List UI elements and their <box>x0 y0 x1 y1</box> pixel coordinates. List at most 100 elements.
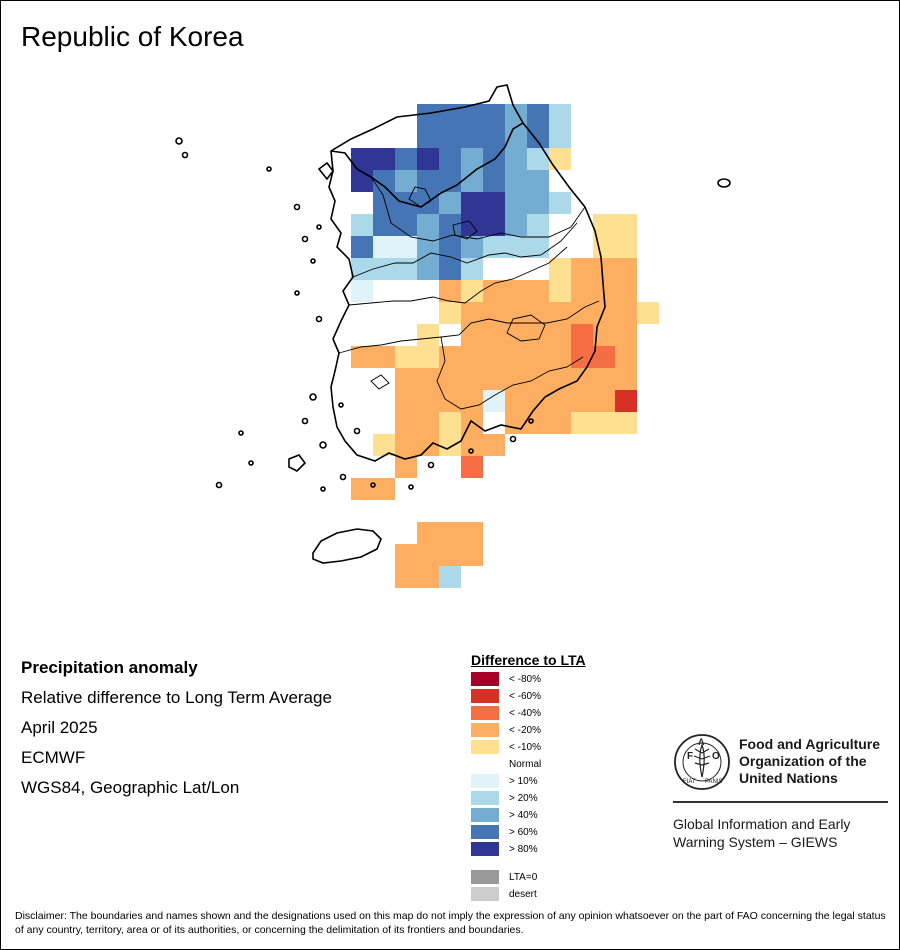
grid-cell <box>527 170 549 192</box>
grid-cell <box>417 324 439 346</box>
legend-label: < -80% <box>509 673 541 685</box>
grid-cell <box>461 148 483 170</box>
legend-label: > 80% <box>509 843 538 855</box>
legend-item: > 80% <box>471 842 538 856</box>
grid-cell <box>461 258 483 280</box>
province-boundary <box>436 336 584 410</box>
grid-cell <box>483 302 505 324</box>
grid-cell <box>593 390 615 412</box>
legend-label: < -20% <box>509 724 541 736</box>
grid-cell <box>549 104 571 126</box>
small-island <box>370 482 376 488</box>
legend-item: < -80% <box>471 672 541 686</box>
grid-cell <box>593 412 615 434</box>
grid-cell <box>615 368 637 390</box>
grid-cell <box>549 412 571 434</box>
grid-cell <box>351 346 373 368</box>
legend-label: < -10% <box>509 741 541 753</box>
small-island <box>319 441 327 449</box>
mainland-coastline <box>328 84 606 462</box>
small-island <box>310 258 316 264</box>
grid-cell <box>439 390 461 412</box>
info-source: ECMWF <box>21 748 86 767</box>
grid-cell <box>373 214 395 236</box>
small-island <box>528 418 534 424</box>
country-outline <box>175 84 731 564</box>
grid-cell <box>549 390 571 412</box>
grid-cell <box>461 544 483 566</box>
grid-cell <box>461 302 483 324</box>
small-island <box>181 151 189 159</box>
grid-cell <box>527 302 549 324</box>
grid-cell <box>549 368 571 390</box>
legend-swatch <box>471 740 499 754</box>
legend-swatch <box>471 870 499 884</box>
svg-text:A: A <box>698 737 705 747</box>
legend-item: Normal <box>471 757 541 771</box>
grid-cell <box>549 192 571 214</box>
province-boundary <box>408 186 432 208</box>
grid-cell <box>571 390 593 412</box>
grid-cell <box>593 258 615 280</box>
legend-swatch <box>471 706 499 720</box>
grid-cell <box>373 434 395 456</box>
fao-logo-icon: F O A FIAT PANIS <box>674 734 730 790</box>
small-island <box>338 402 344 408</box>
grid-cell <box>373 192 395 214</box>
grid-cell <box>395 170 417 192</box>
legend-swatch <box>471 808 499 822</box>
small-island <box>509 435 517 443</box>
grid-cell <box>615 214 637 236</box>
grid-cell <box>439 566 461 588</box>
grid-cell <box>395 346 417 368</box>
grid-cell <box>615 412 637 434</box>
grid-cell <box>527 148 549 170</box>
grid-cell <box>439 148 461 170</box>
grid-cell <box>505 170 527 192</box>
small-island <box>175 137 183 145</box>
grid-cell <box>351 214 373 236</box>
grid-cell <box>395 214 417 236</box>
small-island <box>316 224 322 230</box>
grid-cell <box>373 236 395 258</box>
grid-cell <box>505 412 527 434</box>
grid-cell <box>571 346 593 368</box>
svg-text:F: F <box>687 751 693 762</box>
grid-cell <box>417 148 439 170</box>
grid-cell <box>461 236 483 258</box>
grid-cell <box>615 302 637 324</box>
grid-cell <box>571 412 593 434</box>
legend-label: < -60% <box>509 690 541 702</box>
grid-cell <box>593 214 615 236</box>
grid-cell <box>615 258 637 280</box>
grid-cell <box>571 324 593 346</box>
grid-cell <box>549 258 571 280</box>
grid-cell <box>571 280 593 302</box>
grid-cell <box>417 214 439 236</box>
grid-cell <box>549 346 571 368</box>
grid-cell <box>461 126 483 148</box>
legend-swatch <box>471 672 499 686</box>
small-island <box>238 430 244 436</box>
grid-cell <box>483 368 505 390</box>
legend-label: LTA=0 <box>509 871 538 883</box>
ulleungdo-island <box>717 178 731 188</box>
grid-cell <box>571 302 593 324</box>
small-island <box>248 460 254 466</box>
grid-cell <box>461 170 483 192</box>
grid-cell <box>549 126 571 148</box>
legend-item: < -10% <box>471 740 541 754</box>
grid-cell <box>483 324 505 346</box>
grid-cell <box>417 544 439 566</box>
grid-cell <box>483 104 505 126</box>
grid-cell <box>373 346 395 368</box>
legend-swatch <box>471 791 499 805</box>
grid-cell <box>439 346 461 368</box>
grid-cell <box>461 280 483 302</box>
grid-cell <box>373 148 395 170</box>
small-island <box>294 290 300 296</box>
grid-cell <box>461 434 483 456</box>
grid-cell <box>395 434 417 456</box>
grid-cell <box>439 544 461 566</box>
